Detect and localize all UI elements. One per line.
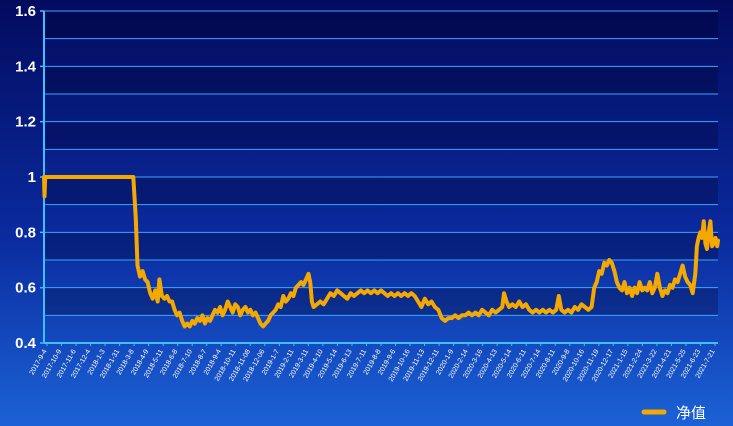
plot-band [44, 121, 718, 150]
plot-band [44, 232, 718, 260]
y-tick-label: 0.8 [15, 224, 36, 241]
plot-band [44, 66, 718, 94]
plot-band [44, 177, 718, 205]
y-tick-label: 1.4 [15, 58, 37, 75]
y-tick-label: 1.6 [15, 3, 36, 20]
y-tick-label: 1 [28, 169, 36, 186]
y-tick-label: 1.2 [15, 114, 36, 131]
y-tick-label: 0.4 [15, 335, 37, 352]
y-tick-label: 0.6 [15, 280, 36, 297]
legend-label: 净值 [676, 404, 706, 422]
plot-band [44, 11, 718, 39]
series-line [42, 175, 720, 329]
